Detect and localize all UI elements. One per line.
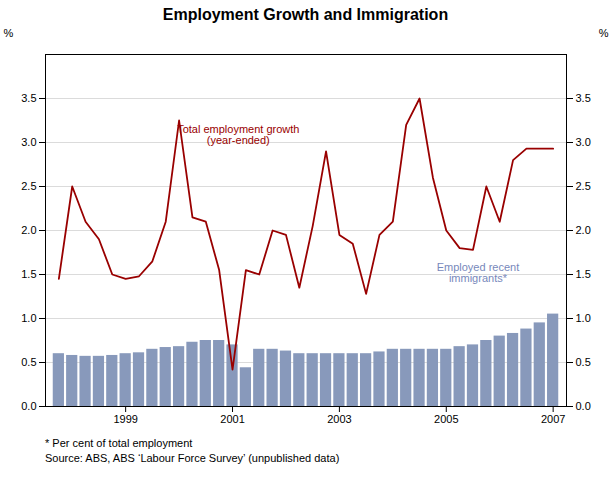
svg-text:2001: 2001 <box>220 413 244 425</box>
svg-text:3.0: 3.0 <box>21 136 36 148</box>
svg-text:3.5: 3.5 <box>576 92 591 104</box>
svg-text:%: % <box>599 27 609 39</box>
html-text:* Per cent of total employment: * Per cent of total employment <box>45 437 193 449</box>
svg-text:2.5: 2.5 <box>576 180 591 192</box>
svg-text:0.0: 0.0 <box>576 400 591 412</box>
svg-text:3.5: 3.5 <box>21 92 36 104</box>
svg-text:1.0: 1.0 <box>576 312 591 324</box>
html-text:Source: ABS, ABS ‘Labour Force: Source: ABS, ABS ‘Labour Force Survey’ (… <box>45 452 340 464</box>
html-text:Employment Growth and Immigrat: Employment Growth and Immigration <box>162 6 449 23</box>
svg-text:0.5: 0.5 <box>576 356 591 368</box>
svg-text:2005: 2005 <box>434 413 458 425</box>
svg-text:2007: 2007 <box>541 413 565 425</box>
svg-text:1.5: 1.5 <box>576 268 591 280</box>
svg-text:2.5: 2.5 <box>21 180 36 192</box>
svg-text:2.0: 2.0 <box>21 224 36 236</box>
svg-text:2.0: 2.0 <box>576 224 591 236</box>
svg-text:0.0: 0.0 <box>21 400 36 412</box>
svg-text:1.0: 1.0 <box>21 312 36 324</box>
svg-text:Employed recentimmigrants*: Employed recentimmigrants* <box>437 261 520 284</box>
svg-text:1999: 1999 <box>113 413 137 425</box>
svg-text:0.5: 0.5 <box>21 356 36 368</box>
svg-text:Total employment growth(year-e: Total employment growth(year-ended) <box>177 123 299 146</box>
svg-text:3.0: 3.0 <box>576 136 591 148</box>
svg-text:%: % <box>4 27 14 39</box>
svg-text:2003: 2003 <box>327 413 351 425</box>
svg-text:1.5: 1.5 <box>21 268 36 280</box>
